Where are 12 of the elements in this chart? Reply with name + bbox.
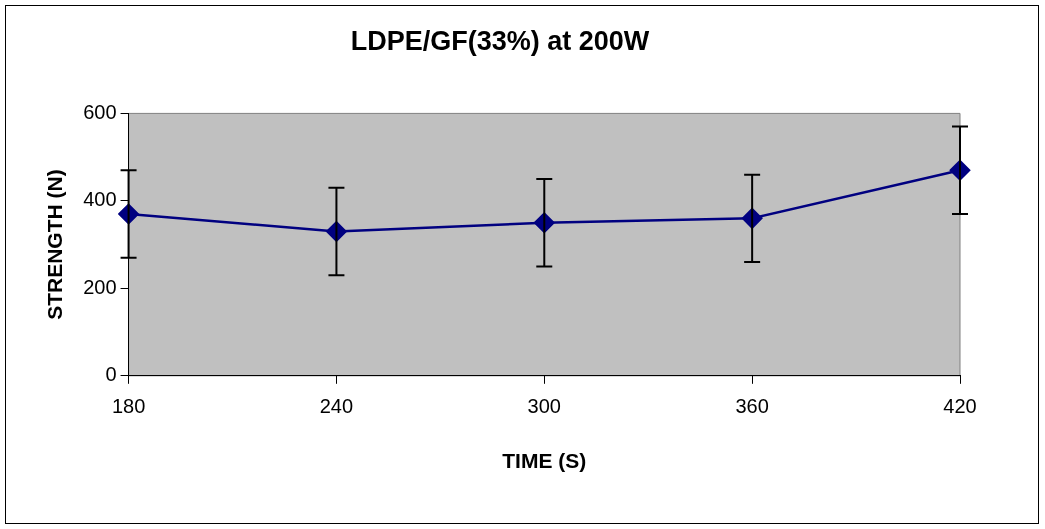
y-tick-label: 600 — [83, 100, 117, 123]
x-tick-label: 240 — [319, 395, 354, 418]
x-axis-title: TIME (S) — [502, 449, 587, 473]
y-tick-label: 200 — [83, 275, 117, 298]
y-tick-label: 0 — [105, 363, 117, 386]
x-tick-label: 180 — [111, 395, 146, 418]
x-tick-label: 300 — [527, 395, 561, 418]
x-tick-label: 420 — [943, 395, 977, 418]
x-tick-label: 360 — [735, 395, 769, 418]
chart-title: LDPE/GF(33%) at 200W — [350, 25, 650, 56]
y-tick-label: 400 — [83, 188, 117, 211]
y-axis-title: STRENGTH (N) — [43, 169, 67, 320]
